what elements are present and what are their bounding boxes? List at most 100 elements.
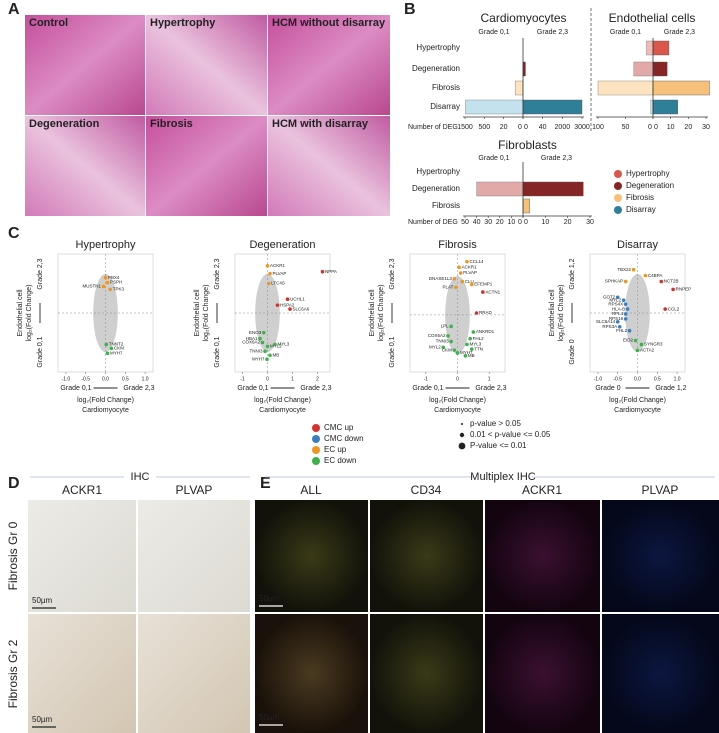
tick-label: 2 [316, 376, 319, 382]
tick-label: 10 [667, 124, 675, 131]
tick-label: 30 [586, 219, 594, 226]
point-label: MYL2 [609, 297, 621, 302]
tick-label: 0 [524, 219, 528, 226]
point [615, 320, 620, 324]
point-label: PBX4 [108, 275, 120, 280]
legend-label: CMC up [324, 423, 354, 432]
point-label: MB [273, 352, 280, 357]
bar [522, 198, 530, 214]
row-label: Fibrosis Gr 2 [6, 639, 20, 708]
point-label: UCHL1 [290, 296, 305, 301]
point [639, 342, 644, 347]
axis-label: log₂(Fold Change) [77, 397, 134, 404]
point-label: ENO3 [249, 330, 262, 335]
point-label: MYH7 [252, 356, 265, 361]
point [623, 317, 628, 321]
plot-title: Hypertrophy [76, 239, 136, 251]
legend-label: Disarray [626, 205, 656, 214]
point-label: CCL2 [668, 306, 680, 311]
point-label: TPK3 [113, 287, 125, 292]
point [446, 334, 450, 338]
histology-image [146, 15, 267, 115]
axis-label: Number of DEG [408, 124, 458, 131]
category-label: Hypertrophy [416, 43, 460, 52]
tile-label: Hypertrophy [150, 17, 216, 29]
legend-swatch [614, 206, 622, 214]
tick-label: -1.0 [594, 376, 603, 382]
legend-label: CMC down [324, 434, 364, 443]
tick-label: 0.0 [634, 376, 641, 382]
point-label: TBX22 [617, 267, 631, 272]
grade-label: Grade 2,3 [123, 385, 154, 392]
point [454, 285, 458, 290]
point-label: MYL2 [270, 344, 282, 349]
point [260, 340, 265, 345]
legend-swatch [458, 442, 466, 450]
column-header: PLVAP [176, 483, 213, 497]
point [320, 269, 325, 274]
ihc-image [138, 614, 250, 733]
axis-label: log₂(Fold Change) [429, 397, 486, 404]
point-label: PLAT [442, 284, 453, 289]
point [258, 336, 262, 341]
bar [652, 80, 710, 96]
tick-label: 0 [524, 124, 528, 131]
scale-bar-label: 50µm [32, 715, 53, 724]
tile-label: HCM with disarray [272, 118, 369, 130]
grade-label: Grade 0 [595, 385, 620, 392]
bar [515, 80, 524, 96]
tile-label: Degeneration [29, 118, 100, 130]
legend-swatch [312, 457, 320, 465]
legend-swatch [461, 423, 463, 425]
point-label: MYL3 [278, 342, 290, 347]
point [465, 342, 469, 347]
grade-label: Grade 0,1 [412, 385, 443, 392]
plot-title: Disarray [617, 239, 658, 251]
point-label: RRAD [479, 310, 493, 315]
tick-label: 10 [508, 219, 516, 226]
point [449, 324, 453, 329]
multiplex-image [370, 500, 483, 612]
point [623, 279, 628, 284]
point [449, 339, 453, 344]
tick-label: 0 [654, 124, 658, 131]
point [457, 265, 461, 270]
point-label: NCT2B [664, 279, 679, 284]
point-label: TNNI3 [436, 339, 449, 344]
point [268, 353, 272, 358]
bar [597, 80, 654, 96]
legend-label: P-value <= 0.01 [470, 441, 527, 450]
grade-label: Grade 0,1 [237, 385, 268, 392]
point [643, 273, 648, 278]
point-label: ANKRD1 [476, 329, 495, 334]
chart-title: Endothelial cells [609, 11, 696, 25]
point-label: ACKR1 [270, 263, 286, 268]
tick-label: 0 [456, 376, 459, 382]
ihc-image [28, 614, 136, 733]
point-label: MYL3 [470, 342, 482, 347]
axis-label: Number of DEG [408, 219, 458, 226]
point-label: CCL14 [470, 259, 485, 264]
point [265, 357, 269, 362]
axis-label: Endothelial cell [17, 289, 24, 337]
point-label: C4BPA [648, 273, 662, 278]
point [265, 344, 270, 349]
point-label: RNPEP [676, 287, 692, 292]
point-label: CLU [465, 279, 474, 284]
section-header: Multiplex IHC [470, 471, 535, 483]
category-label: Degeneration [412, 184, 460, 193]
point-label: RPS3A [602, 324, 617, 329]
point [625, 307, 630, 311]
point-label: PSPH [110, 280, 122, 285]
grade-label: Grade 0 [569, 339, 576, 364]
tick-label: 20 [684, 124, 692, 131]
ihc-image [138, 500, 250, 612]
point [463, 354, 468, 358]
point-label: ACTA2 [640, 348, 655, 353]
point [103, 275, 108, 280]
point-label: TNNT2 [109, 342, 124, 347]
histology-image [25, 116, 145, 216]
legend-swatch [312, 446, 320, 454]
point-label: LTC4S [271, 281, 285, 286]
grade-label: Grade 2,3 [664, 29, 695, 36]
